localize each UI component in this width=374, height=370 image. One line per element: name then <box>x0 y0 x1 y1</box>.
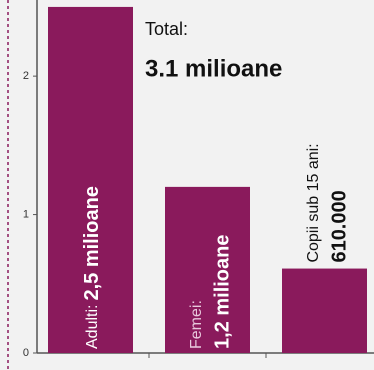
category-label: Copii sub 15 ani: <box>305 143 322 262</box>
value-label: 1,2 milioane <box>211 235 233 350</box>
category-label: Femei: <box>188 300 205 349</box>
bar <box>48 6 133 353</box>
bar <box>282 268 367 353</box>
annotation: Total: <box>145 19 188 39</box>
value-label: 610.000 <box>328 190 350 262</box>
bar <box>165 186 250 353</box>
y-tick-label: 0 <box>23 347 29 359</box>
y-tick-label: 1 <box>23 208 29 220</box>
bar-label: Adulti: 2,5 milioane <box>81 186 103 349</box>
y-tick-label: 2 <box>23 70 29 82</box>
category-label: Adulti: <box>84 305 101 349</box>
annotation: 3.1 milioane <box>145 55 282 82</box>
value-label: 2,5 milioane <box>81 186 103 301</box>
